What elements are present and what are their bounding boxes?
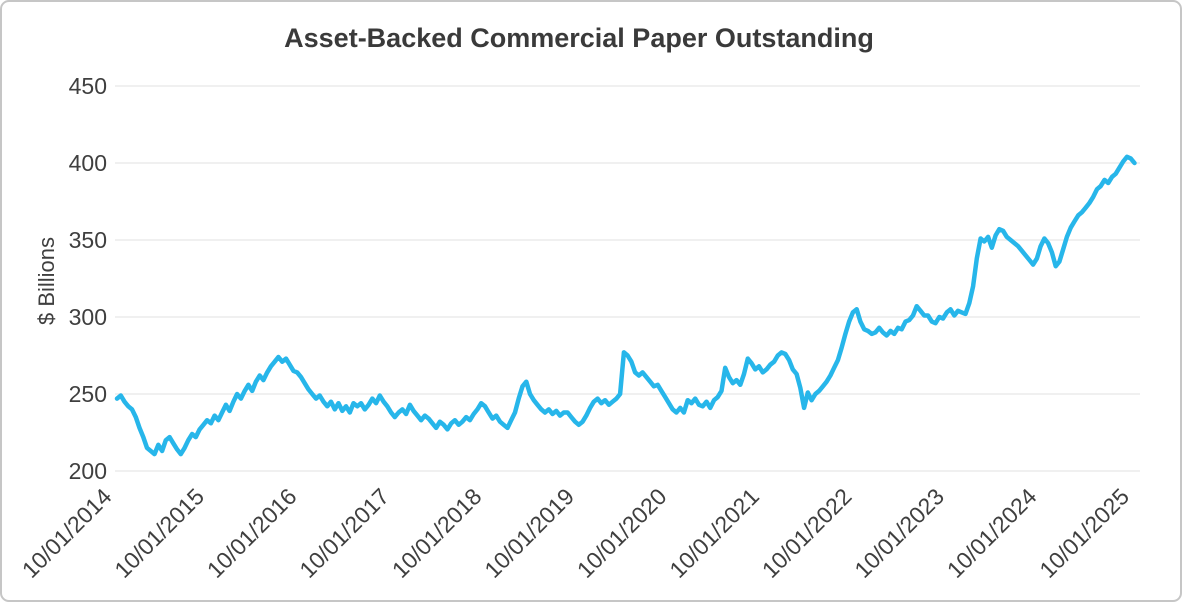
x-tick-label: 10/01/2018 <box>387 483 487 583</box>
x-tick-label: 10/01/2020 <box>572 483 672 583</box>
chart-title: Asset-Backed Commercial Paper Outstandin… <box>284 23 874 53</box>
x-tick-label: 10/01/2021 <box>664 483 764 583</box>
y-tick-label: 350 <box>69 227 107 253</box>
x-tick-label: 10/01/2017 <box>294 483 394 583</box>
x-tick-label: 10/01/2019 <box>479 483 579 583</box>
x-tick-label: 10/01/2022 <box>757 483 857 583</box>
x-tick-label: 10/01/2025 <box>1034 483 1134 583</box>
y-tick-label: 400 <box>69 150 107 176</box>
x-tick-label: 10/01/2016 <box>202 483 302 583</box>
y-tick-label: 300 <box>69 304 107 330</box>
abcp-line-series <box>114 154 1137 457</box>
x-tick-label: 10/01/2024 <box>942 483 1042 583</box>
x-tick-label: 10/01/2014 <box>17 483 117 583</box>
y-tick-label: 200 <box>69 458 107 484</box>
y-tick-label: 250 <box>69 381 107 407</box>
x-tick-label: 10/01/2015 <box>109 483 209 583</box>
y-tick-label: 450 <box>69 73 107 99</box>
x-tick-label: 10/01/2023 <box>849 483 949 583</box>
